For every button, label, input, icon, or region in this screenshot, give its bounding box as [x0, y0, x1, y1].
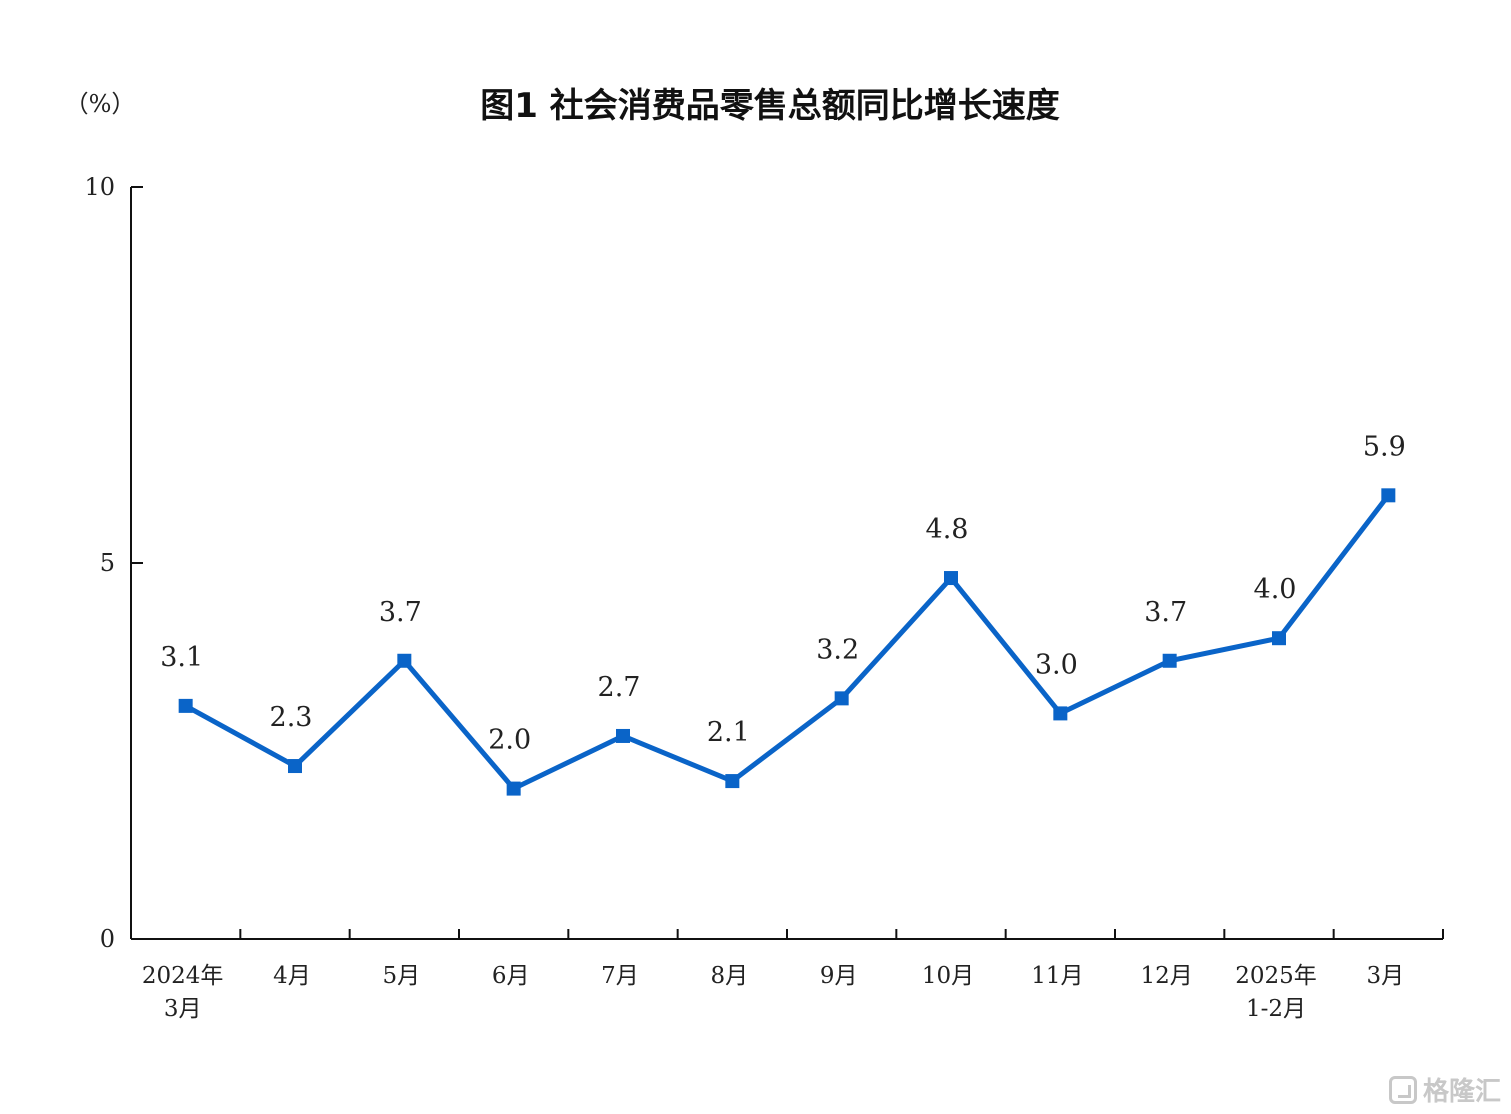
data-point-marker	[506, 781, 521, 796]
y-tick-label: 10	[84, 173, 115, 201]
x-tick-label: 7月	[601, 963, 639, 989]
x-tick-label: 10月	[922, 963, 974, 989]
x-tick-label: 3月	[164, 996, 202, 1022]
data-labels-layer: 3.1 2.3 3.7 2.0 2.7 2.1 3.2 4.8 3.0 3.7 4.0 5.9	[160, 431, 1406, 755]
data-label: 4.8	[926, 514, 969, 545]
data-label: 3.1	[160, 642, 203, 673]
data-point-marker	[397, 653, 412, 668]
x-tick-label: 4月	[273, 963, 311, 989]
x-tick-label: 1-2月	[1246, 996, 1306, 1022]
x-tick-label: 5月	[383, 963, 421, 989]
data-point-marker	[834, 691, 849, 706]
data-label: 4.0	[1254, 574, 1297, 605]
data-label: 3.7	[1144, 597, 1187, 628]
data-label: 5.9	[1363, 431, 1406, 462]
series-line-layer	[184, 493, 1391, 792]
data-point-marker	[1053, 706, 1068, 721]
y-tick-label: 5	[100, 549, 115, 577]
data-label: 2.7	[598, 672, 641, 703]
x-tick-labels-layer: 2024年 3月 4月 5月 6月 7月 8月 9月 10月 11月 12月 2025年 1-2月 3月	[142, 963, 1404, 1022]
x-tick-label: 2025年	[1235, 963, 1317, 989]
x-tick-label: 8月	[711, 963, 749, 989]
x-tick-label: 9月	[820, 963, 858, 989]
x-tick-label: 6月	[492, 963, 530, 989]
watermark: 格隆汇	[1388, 1071, 1501, 1108]
data-label: 2.1	[707, 717, 750, 748]
data-point-marker	[288, 759, 302, 774]
data-label: 3.0	[1035, 649, 1078, 680]
axes: 0 5 10	[84, 173, 1444, 953]
y-tick-label: 0	[100, 925, 115, 953]
series-line	[184, 493, 1391, 792]
x-tick-label: 11月	[1031, 963, 1083, 989]
data-point-marker	[1162, 653, 1177, 668]
data-point-marker	[944, 571, 958, 586]
data-point-marker	[616, 728, 630, 743]
watermark-logo-icon	[1388, 1075, 1417, 1104]
x-tick-label: 2024年	[142, 963, 224, 989]
markers-layer	[178, 488, 1396, 796]
chart-title: 图1 社会消费品零售总额同比增长速度	[480, 86, 1060, 126]
data-point-marker	[178, 698, 193, 713]
x-tick-label: 3月	[1367, 963, 1405, 989]
data-label: 3.7	[379, 597, 422, 628]
y-axis-unit: （%）	[65, 90, 136, 118]
data-label: 2.3	[270, 702, 313, 733]
data-label: 3.2	[816, 634, 859, 665]
data-point-marker	[725, 774, 740, 789]
data-point-marker	[1381, 488, 1396, 503]
data-point-marker	[1272, 631, 1286, 646]
data-label: 2.0	[488, 725, 531, 756]
watermark-text: 格隆汇	[1422, 1077, 1501, 1107]
x-tick-label: 12月	[1141, 963, 1193, 989]
